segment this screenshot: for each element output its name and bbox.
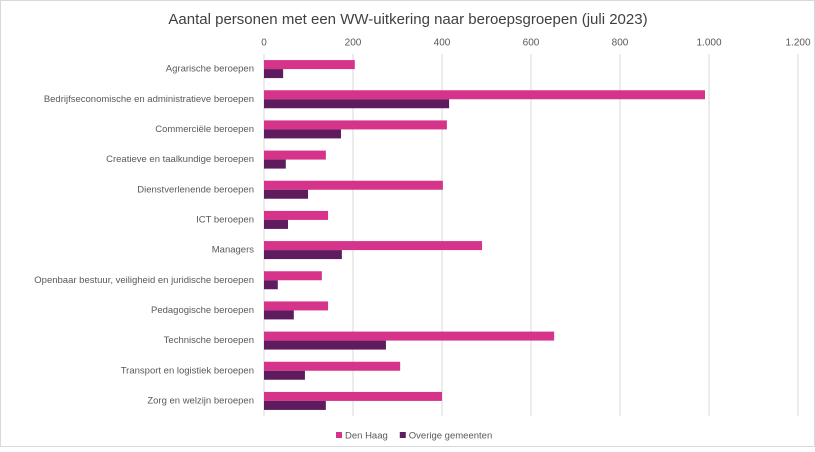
bar (264, 90, 705, 100)
bar (264, 370, 305, 380)
x-tick-label: 1.200 (785, 38, 810, 49)
y-tick-label: Technische beroepen (164, 335, 254, 346)
legend-label: Den Haag (345, 431, 388, 442)
bar (264, 189, 309, 199)
bar (264, 69, 284, 79)
y-tick-label: Managers (212, 245, 254, 256)
x-tick-label: 1.000 (696, 38, 721, 49)
bar (264, 361, 401, 371)
y-tick-label: Agrarische beroepen (166, 64, 254, 75)
y-tick-label: Creatieve en taalkundige beroepen (106, 154, 254, 165)
bar (264, 219, 289, 229)
y-tick-label: ICT beroepen (196, 214, 254, 225)
bar (264, 210, 329, 220)
bar (264, 271, 322, 281)
bar (264, 159, 286, 169)
x-tick-label: 400 (434, 38, 451, 49)
chart-title: Aantal personen met een WW-uitkering naa… (168, 11, 647, 28)
bar (264, 99, 450, 109)
bar (264, 331, 555, 341)
bar (264, 400, 326, 410)
bar (264, 340, 386, 350)
x-tick-label: 200 (345, 38, 362, 49)
legend-swatch (399, 432, 406, 438)
bar (264, 120, 447, 130)
bar (264, 391, 442, 401)
bar (264, 60, 355, 70)
bar (264, 129, 341, 139)
y-tick-label: Openbaar bestuur, veiligheid en juridisc… (34, 275, 254, 286)
y-tick-label: Pedagogische beroepen (151, 305, 254, 316)
bar (264, 280, 278, 290)
bar (264, 301, 329, 311)
y-tick-label: Bedrijfseconomische en administratieve b… (44, 94, 254, 105)
y-tick-label: Transport en logistiek beroepen (121, 365, 254, 376)
legend-swatch (336, 432, 342, 438)
x-tick-label: 600 (523, 38, 540, 49)
y-tick-label: Commerciële beroepen (155, 124, 254, 135)
bar (264, 250, 342, 260)
x-tick-label: 800 (612, 38, 629, 49)
x-tick-label: 0 (261, 38, 267, 49)
bar (264, 241, 483, 251)
bar (264, 150, 326, 160)
bar (264, 180, 443, 190)
y-tick-label: Dienstverlenende beroepen (137, 184, 254, 195)
bar (264, 310, 294, 320)
y-tick-label: Zorg en welzijn beroepen (147, 395, 254, 406)
legend-label: Overige gemeenten (409, 431, 492, 442)
